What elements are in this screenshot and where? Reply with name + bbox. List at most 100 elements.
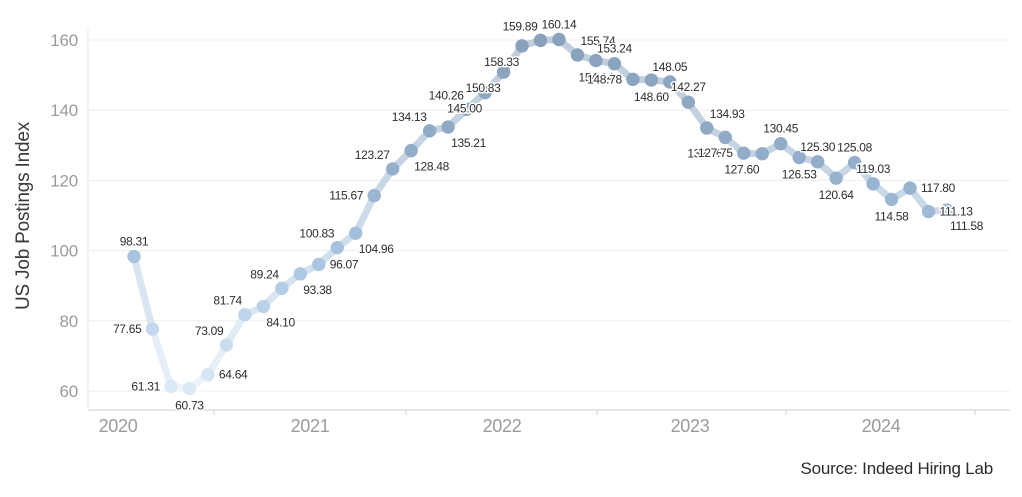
y-tick-label: 120: [50, 171, 78, 190]
data-point-label: 134.93: [710, 107, 746, 121]
data-point: [607, 57, 622, 71]
data-point-label: 148.05: [652, 60, 688, 74]
y-tick-label: 140: [50, 101, 78, 120]
data-point-label: 128.48: [414, 160, 450, 174]
data-point: [940, 203, 954, 217]
data-point: [478, 85, 492, 100]
data-point: [441, 120, 455, 134]
data-point: [164, 379, 178, 394]
data-point-label: 115.67: [329, 189, 364, 203]
source-caption: Source: Indeed Hiring Lab: [800, 459, 993, 478]
data-point: [921, 204, 936, 219]
y-axis-tick-labels: 60 80 100 120 140 160: [50, 31, 78, 401]
data-point: [275, 281, 289, 296]
data-point: [663, 75, 677, 89]
data-point-label: 154.14: [578, 71, 614, 85]
x-tick-label: 2020: [99, 416, 138, 436]
data-point: [774, 137, 788, 151]
x-axis-year-labels: 2020 2021 2022 2023 2024: [99, 416, 901, 436]
data-point-label: 84.10: [266, 315, 295, 329]
data-point: [792, 150, 806, 165]
data-point: [330, 240, 344, 255]
data-point: [903, 181, 917, 195]
data-point-label: 127.60: [724, 163, 760, 177]
data-point-label: 98.31: [120, 235, 149, 249]
data-point-label: 125.30: [800, 140, 836, 154]
data-point: [219, 338, 234, 352]
x-tick-label: 2021: [291, 416, 330, 436]
data-point: [810, 155, 825, 169]
data-point-label: 148.78: [587, 72, 623, 86]
data-point-label: 64.64: [219, 368, 248, 382]
data-point-markers: [127, 32, 954, 396]
data-point: [533, 33, 548, 48]
data-point-label: 96.07: [330, 257, 359, 271]
data-point: [238, 307, 252, 322]
data-point-label: 160.14: [542, 18, 578, 32]
data-point-label: 150.83: [466, 81, 502, 95]
data-point-label: 120.64: [819, 188, 855, 202]
data-point-label: 130.45: [763, 122, 799, 136]
data-point-label: 125.08: [837, 141, 873, 155]
data-point-label: 127.75: [698, 146, 734, 160]
data-point: [182, 381, 197, 396]
data-point-label: 81.74: [213, 294, 242, 308]
data-point: [737, 146, 751, 160]
y-tick-label: 60: [59, 382, 78, 401]
data-point-label: 123.27: [355, 148, 391, 162]
data-point: [459, 102, 474, 116]
data-point: [552, 32, 566, 47]
data-point: [866, 177, 880, 191]
data-point-label: 140.26: [429, 88, 465, 102]
y-axis-title: US Job Postings Index: [13, 121, 34, 310]
data-point-label: 111.13: [940, 205, 974, 219]
data-point: [755, 147, 769, 161]
data-point-label: 61.31: [131, 379, 160, 393]
y-tick-label: 100: [50, 242, 78, 261]
data-point: [312, 257, 326, 272]
data-point: [847, 155, 862, 170]
data-point-label: 159.89: [503, 19, 539, 33]
data-point: [515, 39, 529, 53]
data-point-label: 148.60: [634, 90, 670, 104]
data-point: [385, 162, 400, 176]
data-point: [145, 322, 160, 336]
data-point: [367, 188, 381, 203]
data-point: [884, 192, 899, 207]
data-point-label: 119.03: [856, 162, 891, 176]
y-tick-label: 80: [59, 312, 78, 331]
data-point: [589, 53, 603, 68]
data-point: [404, 143, 418, 158]
x-tick-label: 2022: [483, 416, 522, 436]
data-point: [700, 121, 714, 135]
data-point: [256, 299, 271, 314]
data-point-label: 134.13: [392, 110, 428, 124]
data-point-label: 89.24: [250, 267, 279, 281]
data-point-label: 73.09: [195, 324, 224, 338]
data-point-label: 117.80: [921, 181, 956, 195]
series-line: [130, 36, 951, 392]
data-point: [829, 171, 843, 185]
data-point-label: 142.27: [671, 80, 707, 94]
data-point-label: 100.83: [299, 227, 335, 241]
data-point: [127, 249, 141, 264]
data-point-label: 93.38: [303, 283, 332, 297]
data-point-label: 126.53: [782, 167, 818, 181]
data-point: [626, 72, 640, 87]
data-point-label: 111.58: [950, 219, 984, 233]
data-point: [570, 48, 585, 62]
data-point: [496, 65, 511, 79]
x-tick-label: 2024: [862, 416, 901, 436]
data-point-label: 132.26: [687, 146, 723, 160]
axis-lines: [87, 28, 1010, 415]
gridlines: [88, 39, 1010, 392]
data-point: [718, 130, 732, 145]
data-point-label: 60.73: [175, 398, 204, 412]
data-point-label: 135.21: [451, 136, 487, 150]
data-point-label: 153.24: [597, 42, 633, 56]
data-point: [293, 267, 307, 281]
data-point-labels: 98.31 77.65 61.31 60.73 64.64 73.09 81.74 84.10…: [111, 16, 985, 414]
data-point-label: 77.65: [113, 322, 142, 336]
data-point: [201, 368, 215, 382]
